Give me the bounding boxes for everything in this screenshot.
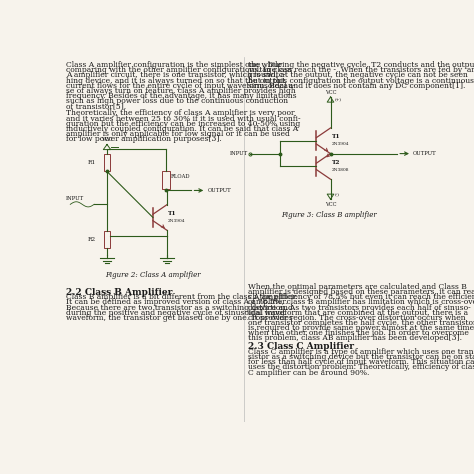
Text: VCC: VCC	[325, 90, 336, 95]
Text: Figure 2: Class A amplifier: Figure 2: Class A amplifier	[105, 272, 201, 280]
Text: this problem, class AB amplifier has been developed[3].: this problem, class AB amplifier has bee…	[248, 334, 463, 342]
Text: 2N3904: 2N3904	[332, 143, 349, 146]
Text: amplifier is only applicable for low signal or it can be used: amplifier is only applicable for low sig…	[66, 130, 290, 138]
Text: Figure 3: Class B amplifier: Figure 3: Class B amplifier	[282, 211, 377, 219]
Text: 2.2 Class B Amplifier: 2.2 Class B Amplifier	[66, 288, 172, 297]
Text: VCC: VCC	[325, 202, 336, 207]
Text: When the optimal parameters are calculated and Class B: When the optimal parameters are calculat…	[248, 283, 467, 291]
Text: but in this configuration the output voltage is a continuous: but in this configuration the output vol…	[248, 77, 474, 84]
Text: inductively coupled configuration. It can be said that class A: inductively coupled configuration. It ca…	[66, 125, 298, 133]
Text: 2N3808: 2N3808	[332, 168, 349, 172]
Text: current flows for the entire cycle of input waveform. Becau-: current flows for the entire cycle of in…	[66, 82, 295, 90]
Text: INPUT: INPUT	[229, 151, 248, 156]
Text: Theoretically, the efficiency of class A amplifier is very poor: Theoretically, the efficiency of class A…	[66, 109, 294, 118]
Text: T1: T1	[332, 135, 340, 139]
Text: A amplifier circuit, there is one transistor, which is switc-: A amplifier circuit, there is one transi…	[66, 72, 285, 80]
Text: Class A amplifier configuration is the simplest one while: Class A amplifier configuration is the s…	[66, 61, 282, 69]
Text: the . During the negative cycle, T2 conducts and the output: the . During the negative cycle, T2 cond…	[248, 61, 474, 69]
Text: for less than half cycle of input waveform. This situation ca-: for less than half cycle of input wavefo…	[248, 358, 474, 366]
Text: ground, at the output, the negative cycle can not be seen: ground, at the output, the negative cycl…	[248, 72, 468, 80]
Text: Class B amplifier is a bit different from the class A amplifier.: Class B amplifier is a bit different fro…	[66, 293, 297, 301]
Text: during the positive and negative cycle of sinusoidal input: during the positive and negative cycle o…	[66, 309, 285, 317]
Text: Class C amplifier is a type of amplifier which uses one tran-: Class C amplifier is a type of amplifier…	[248, 348, 474, 356]
Text: sistor as a switching device but the transistor can be on state: sistor as a switching device but the tra…	[248, 353, 474, 361]
Text: uses the distortion problem. Theoretically, efficiency of class: uses the distortion problem. Theoretical…	[248, 364, 474, 372]
Text: comparing with the other amplifier configurations. In class: comparing with the other amplifier confi…	[66, 66, 292, 74]
Text: T1: T1	[168, 211, 177, 216]
Bar	[104, 154, 110, 172]
Text: ch the efficiency of 78.5% but even it can reach the efficiency: ch the efficiency of 78.5% but even it c…	[248, 293, 474, 301]
Text: hing device, and it is always turned on so that the output: hing device, and it is always turned on …	[66, 77, 285, 84]
Text: guration but the efficiency can be increased to 40-50% using: guration but the efficiency can be incre…	[66, 119, 300, 128]
Text: Because there are two transistor as a switching device and: Because there are two transistor as a sw…	[66, 304, 293, 311]
Text: when the other one finishes the job. In order to overcome: when the other one finishes the job. In …	[248, 329, 469, 337]
Text: idal waveform that are combined at the output, there is a: idal waveform that are combined at the o…	[248, 309, 469, 317]
Text: such as high power loss due to the continuous conduction: such as high power loss due to the conti…	[66, 97, 288, 105]
Text: C amplifier can be around 90%.: C amplifier can be around 90%.	[248, 369, 370, 376]
Bar	[104, 231, 110, 248]
Text: 2.3 Class C Amplifier: 2.3 Class C Amplifier	[248, 342, 355, 351]
Text: (+): (+)	[335, 99, 342, 103]
Text: T2: T2	[332, 160, 340, 165]
Text: is required to provide same power almost at the same time: is required to provide same power almost…	[248, 324, 474, 332]
Text: cross-over region. The cross-over distortion occurs when: cross-over region. The cross-over distor…	[248, 314, 466, 322]
Text: se of always turn on feature, class A amplifier provides high: se of always turn on feature, class A am…	[66, 87, 296, 95]
Text: R2: R2	[88, 237, 96, 242]
Text: OUTPUT: OUTPUT	[413, 151, 437, 156]
Text: for low power amplification purposes[3].: for low power amplification purposes[3].	[66, 135, 222, 143]
Text: and it varies between 25 to 30% if it is used with usual confi-: and it varies between 25 to 30% if it is…	[66, 115, 301, 123]
Text: INPUT: INPUT	[66, 196, 84, 201]
Text: sinusoidal and it does not contain any DC component[1].: sinusoidal and it does not contain any D…	[248, 82, 466, 90]
Text: It can be defined as improved version of class A amplifier.: It can be defined as improved version of…	[66, 299, 287, 307]
Text: OUTPUT: OUTPUT	[208, 188, 231, 193]
Text: frequency. Besides of the advantage, it has many limitations: frequency. Besides of the advantage, it …	[66, 92, 297, 100]
Text: of transistor[5].: of transistor[5].	[66, 102, 126, 110]
Text: (-): (-)	[335, 193, 340, 198]
Text: distortion. As two transistors provides each half of sinuso-: distortion. As two transistors provides …	[248, 304, 471, 311]
Text: amplifier is designed based on these parameters, it can rea-: amplifier is designed based on these par…	[248, 288, 474, 296]
Text: waveform, the transistor get biased one by one. It provides: waveform, the transistor get biased one …	[66, 314, 292, 322]
Bar	[162, 171, 170, 189]
Text: VCC: VCC	[101, 137, 113, 142]
Text: RLOAD: RLOAD	[171, 174, 191, 180]
Text: 2N3904: 2N3904	[168, 219, 186, 223]
Text: R1: R1	[88, 160, 96, 165]
Text: of 78.5%, class B amplifier has limitation which is cross-over: of 78.5%, class B amplifier has limitati…	[248, 299, 474, 307]
Text: one transistor completes the half cycle, the other transistor: one transistor completes the half cycle,…	[248, 319, 474, 327]
Text: voltage can reach the -. When the transistors are fed by  and: voltage can reach the -. When the transi…	[248, 66, 474, 74]
